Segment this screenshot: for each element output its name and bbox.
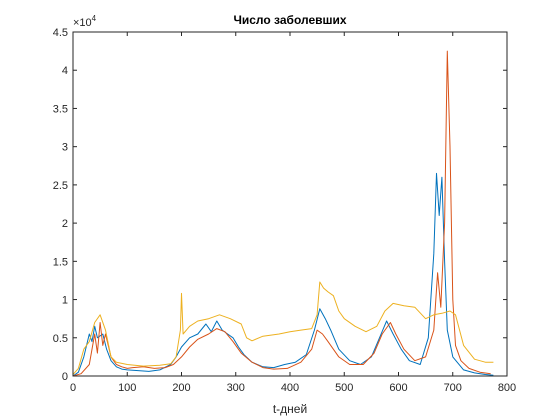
- x-tick-label: 500: [335, 382, 353, 394]
- x-axis: 0 100 200 300 400 500 600 700 800: [70, 32, 516, 394]
- x-axis-label: t-дней: [273, 402, 307, 416]
- y-tick-label: 2.5: [53, 180, 68, 192]
- series-line-2: [72, 50, 491, 377]
- x-tick-label: 0: [70, 382, 76, 394]
- y-tick-label: 4: [62, 65, 68, 77]
- y-tick-label: 0: [62, 371, 68, 383]
- series-layer: [72, 50, 494, 377]
- chart-title: Число заболевших: [233, 13, 346, 27]
- y-axis: 0 0.5 1 1.5 2 2.5 3 3.5 4 4.5: [53, 27, 507, 383]
- y-tick-label: 3.5: [53, 103, 68, 115]
- x-tick-label: 400: [281, 382, 299, 394]
- y-exponent-label: ×104: [73, 14, 97, 29]
- y-tick-label: 2: [62, 218, 68, 230]
- x-tick-label: 700: [444, 382, 462, 394]
- y-tick-label: 1.5: [53, 256, 68, 268]
- x-tick-label: 300: [227, 382, 245, 394]
- y-tick-label: 4.5: [53, 27, 68, 39]
- axes-box: [72, 31, 508, 377]
- x-tick-label: 200: [172, 382, 190, 394]
- x-tick-label: 100: [118, 382, 136, 394]
- series-line-1: [72, 172, 494, 377]
- series-line-3: [72, 281, 494, 375]
- y-tick-label: 3: [62, 142, 68, 154]
- y-tick-label: 0.5: [53, 333, 68, 345]
- x-tick-label: 800: [498, 382, 516, 394]
- y-tick-label: 1: [62, 295, 68, 307]
- x-tick-label: 600: [389, 382, 407, 394]
